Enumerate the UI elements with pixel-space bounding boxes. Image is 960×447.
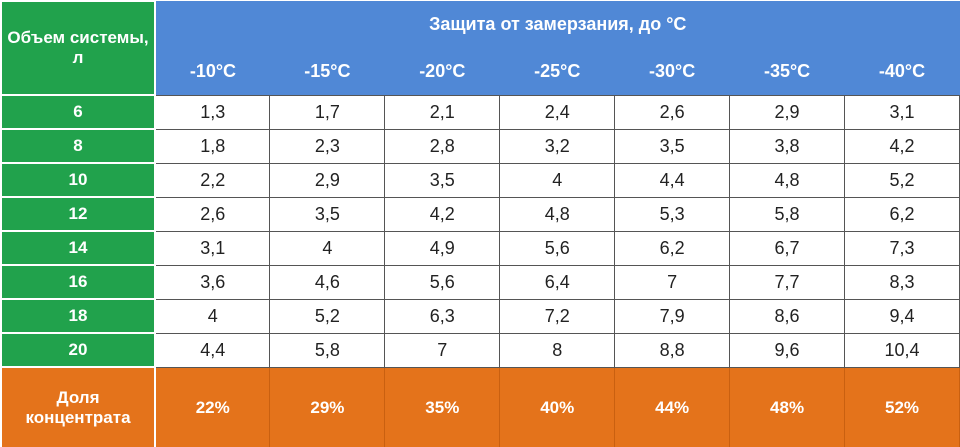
cell: 8,8 — [614, 332, 731, 368]
cell: 2,1 — [384, 94, 501, 130]
cell: 1,8 — [154, 128, 271, 164]
cell: 6,4 — [499, 264, 616, 300]
cell: 5,2 — [844, 162, 960, 198]
footer-cell: 22% — [155, 367, 271, 447]
row: 18 4 5,2 6,3 7,2 7,9 8,6 9,4 — [0, 298, 960, 334]
cell: 2,2 — [154, 162, 271, 198]
row-label: 16 — [0, 264, 156, 300]
cell: 4,2 — [384, 196, 501, 232]
column-header: -15°С — [269, 48, 385, 95]
cell: 2,8 — [384, 128, 501, 164]
cell: 8,3 — [844, 264, 960, 300]
cell: 4,4 — [614, 162, 731, 198]
column-header: -35°С — [729, 48, 845, 95]
cell: 9,6 — [729, 332, 846, 368]
row: Объем системы, л Защита от замерзания, до… — [0, 0, 960, 96]
cell: 2,4 — [499, 94, 616, 130]
cell: 3,6 — [154, 264, 271, 300]
cell: 2,9 — [269, 162, 386, 198]
cell: 4 — [499, 162, 616, 198]
cell: 5,2 — [269, 298, 386, 334]
cell: 7,7 — [729, 264, 846, 300]
cell: 3,5 — [269, 196, 386, 232]
footer-cell: 40% — [499, 367, 616, 447]
row: 8 1,8 2,3 2,8 3,2 3,5 3,8 4,2 — [0, 128, 960, 164]
column-header: -10°С — [155, 48, 270, 95]
cell: 4,8 — [729, 162, 846, 198]
cell: 7 — [614, 264, 731, 300]
cell: 2,9 — [729, 94, 846, 130]
cell: 2,3 — [269, 128, 386, 164]
footer-cell: 35% — [384, 367, 501, 447]
row-label: 14 — [0, 230, 156, 266]
row-label: 20 — [0, 332, 156, 368]
row: -10°С -15°С -20°С -25°С -30°С -35°С -40°С — [1, 48, 960, 95]
column-header: -20°С — [384, 48, 500, 95]
cell: 4,6 — [269, 264, 386, 300]
footer-label: Доля концентрата — [0, 366, 156, 447]
cell: 7,3 — [844, 230, 960, 266]
cell: 1,7 — [269, 94, 386, 130]
row-label: 12 — [0, 196, 156, 232]
row-label: 10 — [0, 162, 156, 198]
column-header: -30°С — [614, 48, 730, 95]
cell: 10,4 — [844, 332, 960, 368]
cell: 7,9 — [614, 298, 731, 334]
row-label: 18 — [0, 298, 156, 334]
cell: 5,3 — [614, 196, 731, 232]
row: 14 3,1 4 4,9 5,6 6,2 6,7 7,3 — [0, 230, 960, 266]
cell: 7,2 — [499, 298, 616, 334]
column-header: -25°С — [499, 48, 615, 95]
cell: 4,2 — [844, 128, 960, 164]
cell: 4,8 — [499, 196, 616, 232]
footer-cell: 52% — [844, 367, 960, 447]
column-header: -40°С — [844, 48, 960, 95]
cell: 5,6 — [499, 230, 616, 266]
cell: 4,9 — [384, 230, 501, 266]
row-label: 8 — [0, 128, 156, 164]
cell: 3,5 — [384, 162, 501, 198]
row: 16 3,6 4,6 5,6 6,4 7 7,7 8,3 — [0, 264, 960, 300]
cell: 4,4 — [154, 332, 271, 368]
cell: 7 — [384, 332, 501, 368]
cell: 5,8 — [269, 332, 386, 368]
cell: 3,1 — [844, 94, 960, 130]
cell: 3,1 — [154, 230, 271, 266]
cell: 4 — [269, 230, 386, 266]
cell: 9,4 — [844, 298, 960, 334]
cell: 6,3 — [384, 298, 501, 334]
corner-header: Объем системы, л — [0, 0, 156, 96]
cell: 6,2 — [614, 230, 731, 266]
cell: 5,8 — [729, 196, 846, 232]
cell: 5,6 — [384, 264, 501, 300]
row: 10 2,2 2,9 3,5 4 4,4 4,8 5,2 — [0, 162, 960, 198]
cell: 8,6 — [729, 298, 846, 334]
cell: 6,7 — [729, 230, 846, 266]
cell: 2,6 — [154, 196, 271, 232]
cell: 1,3 — [154, 94, 271, 130]
cell: 8 — [499, 332, 616, 368]
cell: 3,2 — [499, 128, 616, 164]
row: 6 1,3 1,7 2,1 2,4 2,6 2,9 3,1 — [0, 94, 960, 130]
row-label: 6 — [0, 94, 156, 130]
group-header: Защита от замерзания, до °С — [155, 1, 960, 48]
cell: 6,2 — [844, 196, 960, 232]
row: Доля концентрата 22% 29% 35% 40% 44% 48% 52% — [0, 366, 960, 447]
cell: 4 — [154, 298, 271, 334]
footer-cell: 29% — [269, 367, 386, 447]
cell: 3,5 — [614, 128, 731, 164]
cell: 2,6 — [614, 94, 731, 130]
row: 12 2,6 3,5 4,2 4,8 5,3 5,8 6,2 — [0, 196, 960, 232]
footer-cell: 48% — [729, 367, 846, 447]
cell: 3,8 — [729, 128, 846, 164]
footer-cell: 44% — [614, 367, 731, 447]
row: 20 4,4 5,8 7 8 8,8 9,6 10,4 — [0, 332, 960, 368]
